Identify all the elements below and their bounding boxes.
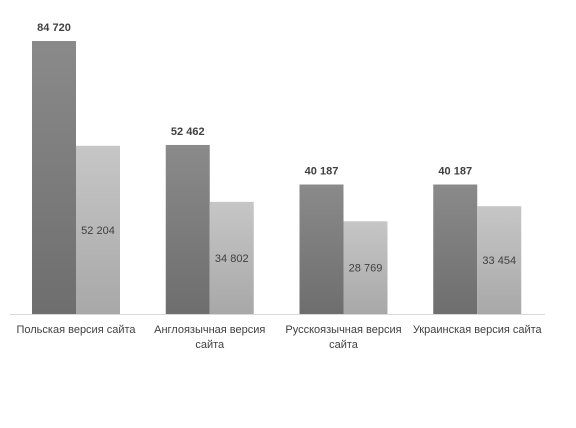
data-label-series1-cat3: 40 187 <box>305 166 339 178</box>
category-label-2-line2: сайта <box>195 339 225 351</box>
category-label-2-line1: Англоязычная версия <box>154 324 265 336</box>
category-label-3-line1: Русскоязычная версия <box>285 324 401 336</box>
data-label-series1-cat1: 84 720 <box>37 22 71 34</box>
category-label-3-line2: сайта <box>329 339 359 351</box>
data-label-series2-cat3: 28 769 <box>349 263 383 275</box>
data-label-series1-cat2: 52 462 <box>171 126 205 138</box>
category-label-1: Польская версия сайта <box>16 324 136 336</box>
bar-series2-cat1 <box>76 145 120 314</box>
bar-series2-cat2 <box>209 201 254 314</box>
bar-series1-cat1 <box>32 41 76 314</box>
data-label-series1-cat4: 40 187 <box>438 166 472 178</box>
bar-series2-cat4 <box>477 206 522 314</box>
bars-group <box>32 41 522 314</box>
data-label-series2-cat1: 52 204 <box>81 225 115 237</box>
bar-series1-cat4 <box>433 184 478 314</box>
bar-series2-cat3 <box>343 221 388 314</box>
category-label-4: Украинская версия сайта <box>413 324 543 336</box>
data-label-series2-cat2: 34 802 <box>215 253 249 265</box>
bar-series1-cat3 <box>299 184 344 314</box>
labels-group: 84 720 52 204 Польская версия сайта 52 462 3… <box>16 22 542 351</box>
bar-series1-cat2 <box>165 144 210 314</box>
data-label-series2-cat4: 33 454 <box>482 255 516 267</box>
